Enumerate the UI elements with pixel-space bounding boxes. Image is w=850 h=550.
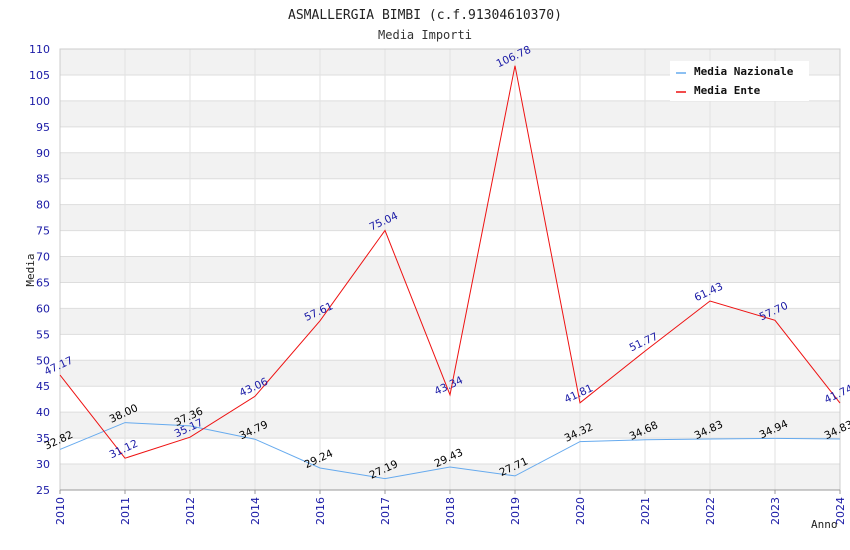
x-tick-label: 2014 (249, 497, 262, 525)
y-tick-label: 25 (36, 484, 50, 497)
x-tick-label: 2021 (639, 497, 652, 525)
y-tick-label: 35 (36, 432, 50, 445)
y-axis-title: Media (24, 253, 37, 286)
chart-subtitle: Media Importi (378, 28, 472, 42)
x-tick-label: 2024 (834, 497, 847, 525)
y-tick-label: 90 (36, 147, 50, 160)
y-tick-label: 55 (36, 328, 50, 341)
y-tick-label: 70 (36, 251, 50, 264)
x-tick-label: 2010 (54, 497, 67, 525)
x-tick-label: 2017 (379, 497, 392, 525)
x-axis-title: Anno (811, 518, 838, 531)
x-tick-label: 2023 (769, 497, 782, 525)
y-tick-label: 105 (29, 69, 50, 82)
y-tick-label: 50 (36, 354, 50, 367)
y-tick-label: 100 (29, 95, 50, 108)
y-tick-label: 85 (36, 173, 50, 186)
series-line-media-ente (59, 65, 841, 459)
y-tick-label: 95 (36, 121, 50, 134)
x-axis-ticks: 2010 2011 2012 2014 2016 2017 2018 2019 2020 2021… (54, 490, 847, 525)
legend: Media Nazionale Media Ente (670, 61, 809, 101)
x-tick-label: 2022 (704, 497, 717, 525)
x-tick-label: 2020 (574, 497, 587, 525)
y-tick-label: 45 (36, 380, 50, 393)
y-tick-label: 30 (36, 458, 50, 471)
legend-label-media-ente: Media Ente (694, 84, 761, 97)
x-tick-label: 2011 (119, 497, 132, 525)
y-axis-ticks: 25 30 35 40 45 50 55 60 65 70 75 80 85 90 95 100 105 110 (29, 43, 50, 497)
y-tick-label: 40 (36, 406, 50, 419)
chart-title: ASMALLERGIA BIMBI (c.f.91304610370) (288, 8, 562, 23)
series-line-media-nazionale (59, 422, 841, 480)
legend-label-media-nazionale: Media Nazionale (694, 65, 794, 78)
y-tick-label: 65 (36, 276, 50, 289)
y-tick-label: 75 (36, 225, 50, 238)
x-tick-label: 2016 (314, 497, 327, 525)
y-tick-label: 110 (29, 43, 50, 56)
y-tick-label: 80 (36, 199, 50, 212)
series-lines (59, 65, 841, 480)
x-tick-label: 2019 (509, 497, 522, 525)
x-tick-label: 2018 (444, 497, 457, 525)
x-tick-label: 2012 (184, 497, 197, 525)
y-tick-label: 60 (36, 302, 50, 315)
legend-box (670, 61, 809, 101)
